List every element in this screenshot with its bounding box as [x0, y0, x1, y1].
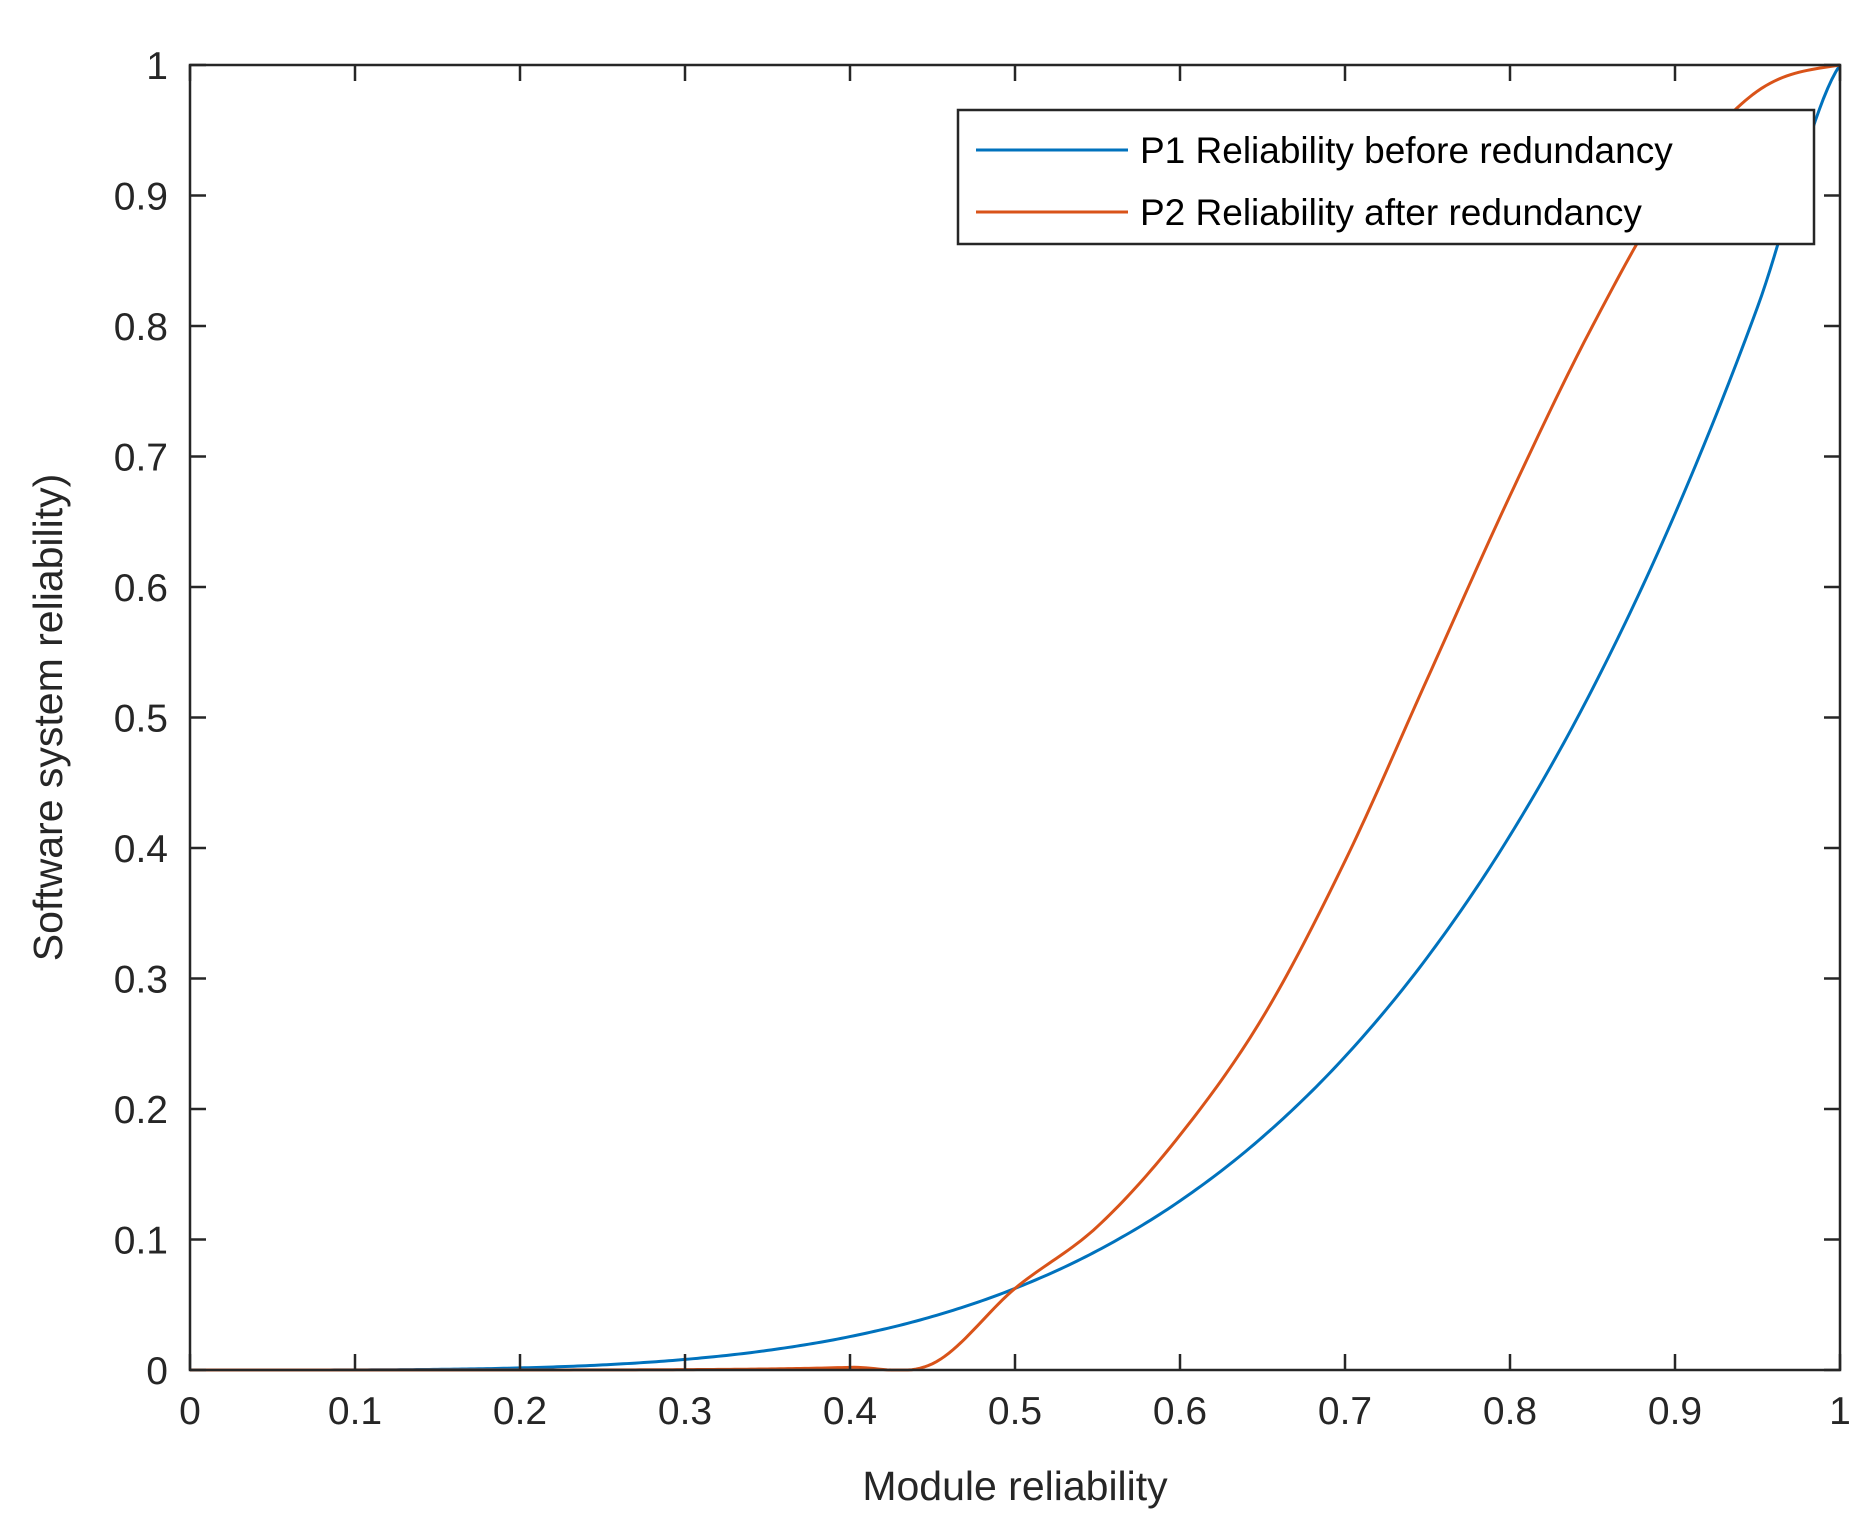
y-tick-label: 0.7: [114, 437, 168, 480]
y-tick-label: 0.2: [114, 1089, 168, 1132]
y-axis-title: Software system reliability): [25, 474, 71, 962]
y-tick-label: 0.6: [114, 567, 168, 610]
y-tick-label: 0.9: [114, 176, 168, 219]
x-axis-title: Module reliability: [862, 1463, 1168, 1509]
y-tick-label: 1: [146, 45, 168, 88]
x-tick-label: 0.4: [823, 1390, 877, 1433]
y-tick-label: 0.3: [114, 959, 168, 1002]
y-tick-label: 0.5: [114, 698, 168, 741]
y-tick-label: 0.8: [114, 306, 168, 349]
x-tick-label: 0.1: [328, 1390, 382, 1433]
legend-label-2: P2 Reliability after redundancy: [1140, 192, 1642, 233]
legend-box: [956, 108, 1816, 246]
x-tick-label: 0.3: [658, 1390, 712, 1433]
x-tick-label: 1: [1829, 1390, 1851, 1433]
x-tick-label: 0.9: [1648, 1390, 1702, 1433]
legend-label-1: P1 Reliability before redundancy: [1140, 130, 1673, 171]
legend: P1 Reliability before redundancy P2 Relia…: [956, 108, 1816, 246]
x-tick-label: 0: [179, 1390, 201, 1433]
x-tick-label: 0.8: [1483, 1390, 1537, 1433]
x-tick-label: 0.2: [493, 1390, 547, 1433]
y-tick-label: 0.1: [114, 1220, 168, 1263]
axes-layer: 0 0.1 0.2 0.3 0.4 0.5 0.6 0.7 0.8 0.9 1 0 0.1 0.2 0.3 0…: [114, 45, 1851, 1433]
x-tick-label: 0.5: [988, 1390, 1042, 1433]
x-tick-label: 0.7: [1318, 1390, 1372, 1433]
x-tick-label: 0.6: [1153, 1390, 1207, 1433]
y-tick-label: 0: [146, 1350, 168, 1393]
y-tick-label: 0.4: [114, 828, 168, 871]
